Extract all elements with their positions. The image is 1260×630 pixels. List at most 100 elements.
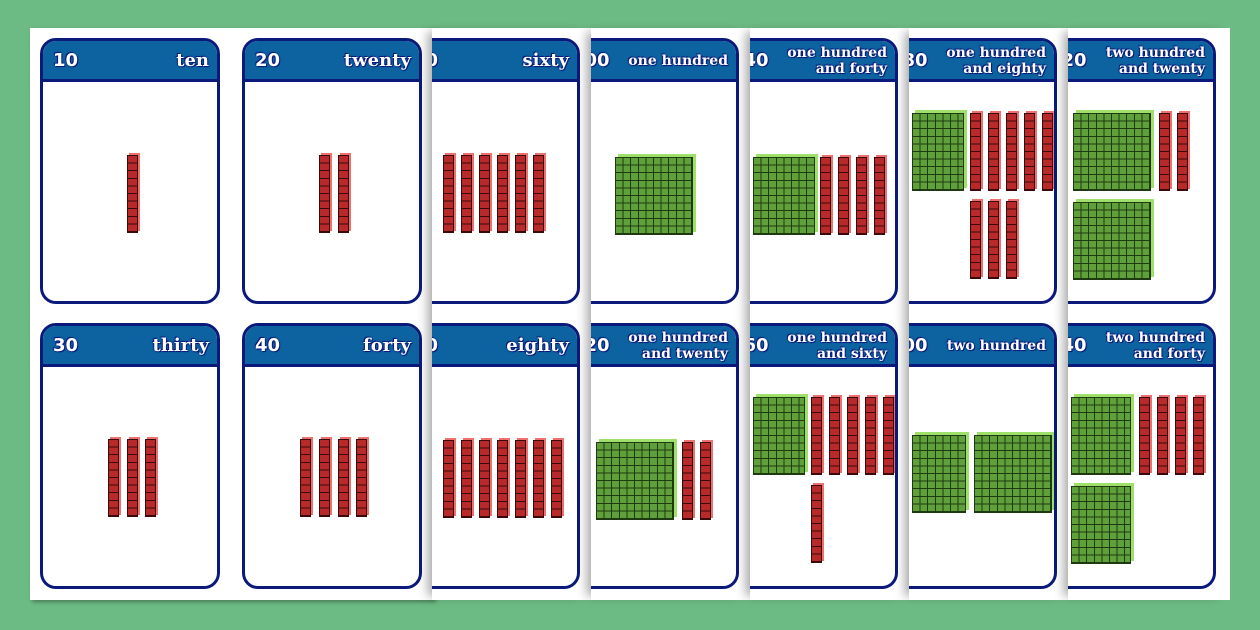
ten-rod-icon [461,440,472,518]
ten-rod-icon [127,439,138,517]
ten-rod-icon [856,157,867,235]
ten-rod-icon [497,155,508,233]
ten-rod-icon [356,439,367,517]
base-ten-blocks [43,367,217,586]
base-ten-blocks [591,367,736,586]
ten-rod-icon [988,201,999,279]
base-ten-blocks [909,82,1054,301]
card-header: 30 thirty [43,326,217,367]
card-40: 40 forty [242,323,422,589]
sheet-2: 60 sixty 80 eighty [432,28,592,600]
ten-rod-icon [515,440,526,518]
ten-rod-icon [1006,201,1017,279]
card-number: 40 [255,335,281,356]
ten-rod-icon [443,440,454,518]
ten-rod-icon [1157,397,1168,475]
base-ten-blocks [432,367,577,586]
ten-rod-icon [300,439,311,517]
ten-rod-icon [338,439,349,517]
hundred-flat-icon [1073,202,1151,280]
card-number: 160 [750,335,769,356]
ten-rod-icon [838,157,849,235]
card-word: eighty [506,335,569,356]
ten-rod-icon [443,155,454,233]
ten-rod-icon [1175,397,1186,475]
card-header: 80 eighty [432,326,577,367]
card-60: 60 sixty [432,38,580,304]
card-word: forty [362,335,411,356]
card-word: one hundred and forty [787,45,887,77]
card-20: 20 twenty [242,38,422,304]
ten-rod-icon [533,155,544,233]
base-ten-blocks [43,82,217,301]
card-word: sixty [522,50,569,71]
card-number: 180 [909,50,928,71]
card-header: 100 one hundred [591,41,736,82]
ten-rod-icon [1193,397,1204,475]
ten-rod-icon [811,397,822,475]
base-ten-blocks [245,367,419,586]
hundred-flat-icon [753,157,815,235]
ten-rod-icon [820,157,831,235]
ten-rod-icon [551,440,562,518]
hundred-flat-icon [974,435,1052,513]
hundred-flat-icon [1071,486,1131,564]
card-number: 120 [591,335,610,356]
ten-rod-icon [1042,113,1053,191]
card-number: 100 [591,50,610,71]
card-header: 60 sixty [432,41,577,82]
card-10: 10 ten [40,38,220,304]
card-word: one hundred and twenty [628,330,728,362]
card-word: two hundred [946,338,1046,354]
ten-rod-icon [479,155,490,233]
ten-rod-icon [1006,113,1017,191]
card-word: twenty [343,50,411,71]
card-number: 20 [255,50,281,71]
card-word: one hundred and eighty [946,45,1046,77]
ten-rod-icon [1139,397,1150,475]
ten-rod-icon [1024,113,1035,191]
card-200: 200 two hundred [909,323,1057,589]
ten-rod-icon [127,155,138,233]
card-number: 200 [909,335,928,356]
hundred-flat-icon [596,442,674,520]
card-80: 80 eighty [432,323,580,589]
sheet-1: 10 ten 20 twenty 30 thirty 40 forty [30,28,434,600]
card-100: 100 one hundred [591,38,739,304]
ten-rod-icon [970,113,981,191]
hundred-flat-icon [1071,397,1131,475]
base-ten-blocks [909,367,1054,586]
ten-rod-icon [829,397,840,475]
card-number: 220 [1068,50,1087,71]
ten-rod-icon [970,201,981,279]
card-word: thirty [152,335,210,356]
card-number: 80 [432,335,438,356]
ten-rod-icon [988,113,999,191]
ten-rod-icon [145,439,156,517]
card-header: 20 twenty [245,41,419,82]
card-word: ten [176,50,209,71]
ten-rod-icon [682,442,693,520]
ten-rod-icon [700,442,711,520]
ten-rod-icon [479,440,490,518]
ten-rod-icon [811,485,822,563]
hundred-flat-icon [753,397,805,475]
card-word: two hundred and twenty [1105,45,1205,77]
ten-rod-icon [847,397,858,475]
hundred-flat-icon [615,157,693,235]
ten-rod-icon [497,440,508,518]
card-header: 10 ten [43,41,217,82]
card-30: 30 thirty [40,323,220,589]
